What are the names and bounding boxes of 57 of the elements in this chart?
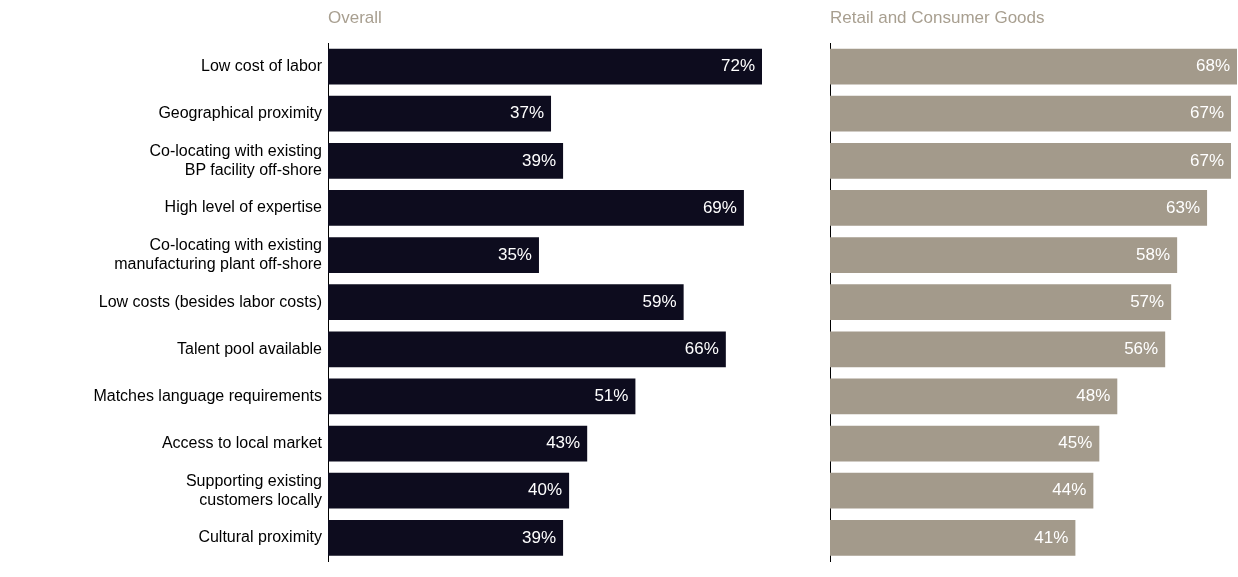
data-label: 37% [510,103,545,123]
data-label: 43% [546,433,581,453]
bar [328,331,726,368]
data-label: 56% [1124,339,1159,359]
data-label: 69% [702,197,737,217]
y-tick-label: Low cost of labor [201,56,323,74]
bar [830,519,1076,556]
data-label: 63% [1166,197,1201,217]
bar [830,378,1118,415]
y-tick-label: Access to local market [161,433,323,451]
y-tick-label: Supporting existing customers locally [185,471,322,508]
data-label: 57% [1130,291,1165,311]
data-label: 67% [1189,150,1225,170]
bar [328,190,744,226]
data-label: 66% [684,339,719,359]
data-label: 48% [1076,386,1111,406]
data-label: 44% [1052,480,1087,500]
bar [830,95,1232,132]
y-tick-label: Low costs (besides labor costs) [98,292,322,310]
data-label: 41% [1034,527,1069,547]
data-label: 45% [1058,433,1093,453]
y-tick-label: Matches language requirements [93,386,322,404]
bar [328,425,588,462]
bar [328,95,552,132]
y-tick-label: Geographical proximity [158,104,322,122]
bar [328,48,762,85]
bar [328,472,570,509]
bar [830,48,1237,85]
data-label: 39% [522,150,557,170]
bar [830,425,1100,462]
bar [830,190,1208,226]
bar [830,142,1232,179]
bar [830,472,1094,509]
chart-title: Retail and Consumer Goods [830,8,1045,28]
y-tick-label: Talent pool available [177,339,323,357]
bar [830,284,1172,321]
y-tick-label: Co-locating with existing manufacturing plant off-shore [114,235,323,273]
bar [328,519,564,556]
data-label: 40% [528,480,563,500]
chart-title: Overall [328,8,382,28]
data-label: 59% [642,291,677,311]
data-label: 67% [1189,103,1225,123]
data-label: 58% [1136,244,1171,264]
data-label: 51% [594,386,629,406]
bar [328,284,684,321]
y-tick-label: High level of expertise [164,198,323,216]
data-label: 35% [497,244,532,264]
bar [328,237,539,273]
data-label: 39% [522,527,557,547]
bar [830,237,1178,273]
data-label: 68% [1195,56,1230,76]
bar [328,142,564,179]
y-tick-label: Co-locating with existing BP facility off-shore [149,141,323,178]
bar [328,378,636,415]
data-label: 72% [720,56,755,76]
bar [830,331,1166,368]
y-tick-label: Cultural proximity [198,528,322,546]
